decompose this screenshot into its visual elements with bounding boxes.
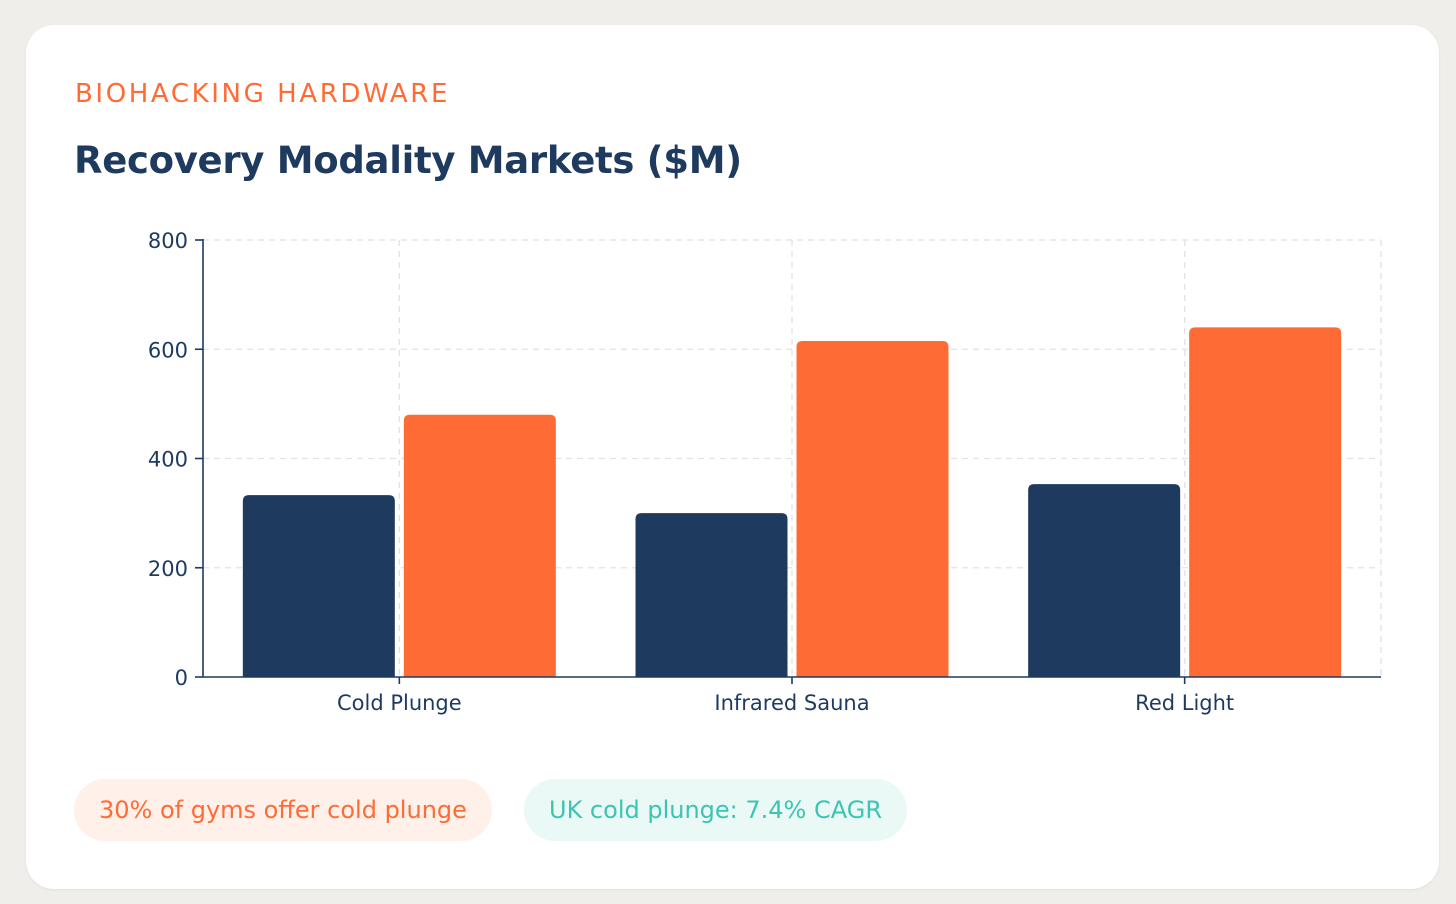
y-tick-label: 400: [148, 448, 188, 472]
x-tick-label: Red Light: [1135, 691, 1234, 715]
y-tick-label: 800: [148, 229, 188, 253]
eyebrow-label: BIOHACKING HARDWARE: [75, 79, 450, 109]
bar-cold-plunge-series-1: [242, 495, 395, 677]
stat-pill-uk-cagr: UK cold plunge: 7.4% CAGR: [524, 779, 908, 841]
x-tick-label: Cold Plunge: [337, 691, 462, 715]
y-tick-label: 200: [148, 557, 188, 581]
y-tick-label: 600: [148, 338, 188, 362]
chart-card: BIOHACKING HARDWARE Recovery Modality Ma…: [26, 25, 1439, 889]
bar-infrared-sauna-series-1: [635, 513, 788, 677]
bar-cold-plunge-series-2: [403, 414, 556, 677]
stat-pill-gyms: 30% of gyms offer cold plunge: [74, 779, 492, 841]
chart-title: Recovery Modality Markets ($M): [74, 139, 742, 182]
bar-red-light-series-2: [1189, 327, 1342, 677]
y-tick-label: 0: [175, 666, 188, 690]
bar-infrared-sauna-series-2: [796, 341, 949, 677]
bar-red-light-series-1: [1028, 484, 1181, 677]
x-tick-label: Infrared Sauna: [714, 691, 869, 715]
bar-chart: 0 200 400 600 800 Cold Plunge Infrared Sauna Re…: [148, 229, 1382, 715]
